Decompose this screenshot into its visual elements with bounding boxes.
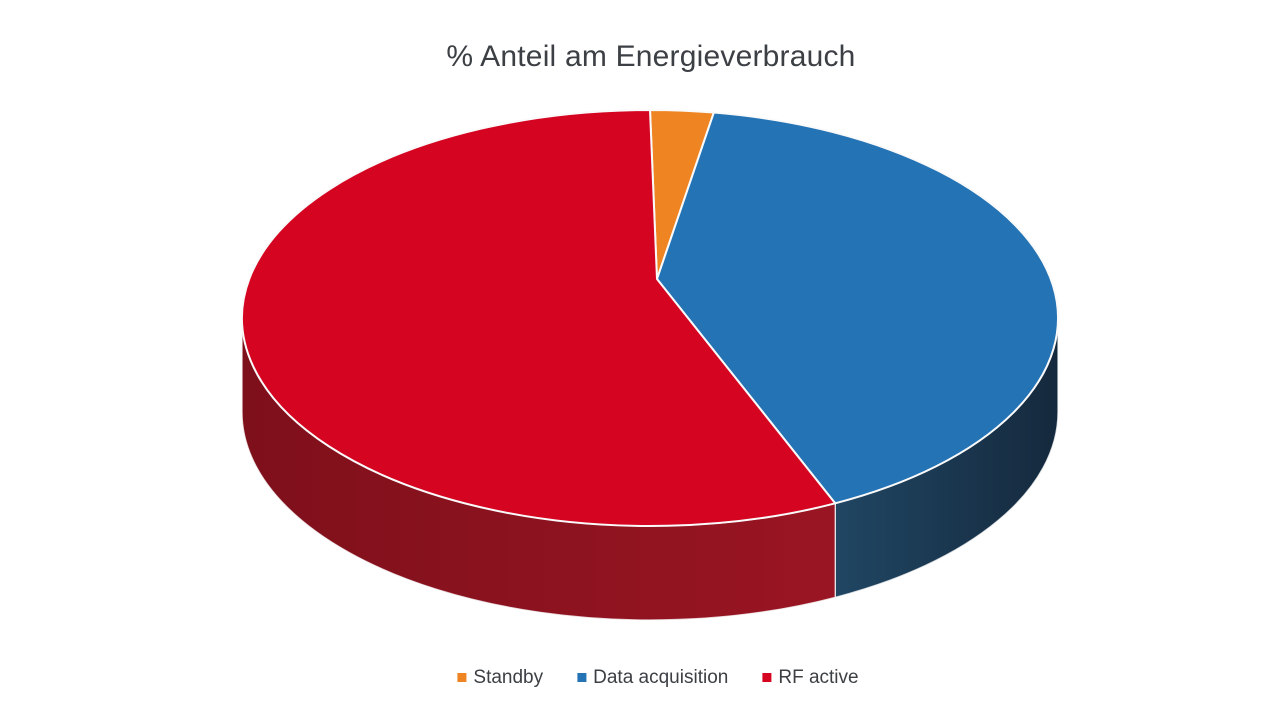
legend-item-standby: Standby: [457, 667, 543, 688]
pie-tops: [241, 109, 1059, 527]
legend-label: Standby: [473, 667, 544, 688]
legend-label: RF active: [778, 667, 859, 688]
legend-item-rf-active: RF active: [762, 667, 859, 688]
legend-marker: [577, 673, 587, 682]
legend-marker: [762, 673, 772, 682]
legend-marker: [457, 673, 467, 682]
legend-item-data-acquisition: Data acquisition: [577, 667, 728, 688]
pie-slice-data-acquisition: [656, 111, 1059, 505]
chart-legend: Standby Data acquisition RF active: [457, 667, 859, 688]
chart-title: % Anteil am Energieverbrauch: [446, 40, 856, 73]
pie-slice-rf-active: [241, 109, 837, 527]
legend-label: Data acquisition: [593, 667, 729, 688]
